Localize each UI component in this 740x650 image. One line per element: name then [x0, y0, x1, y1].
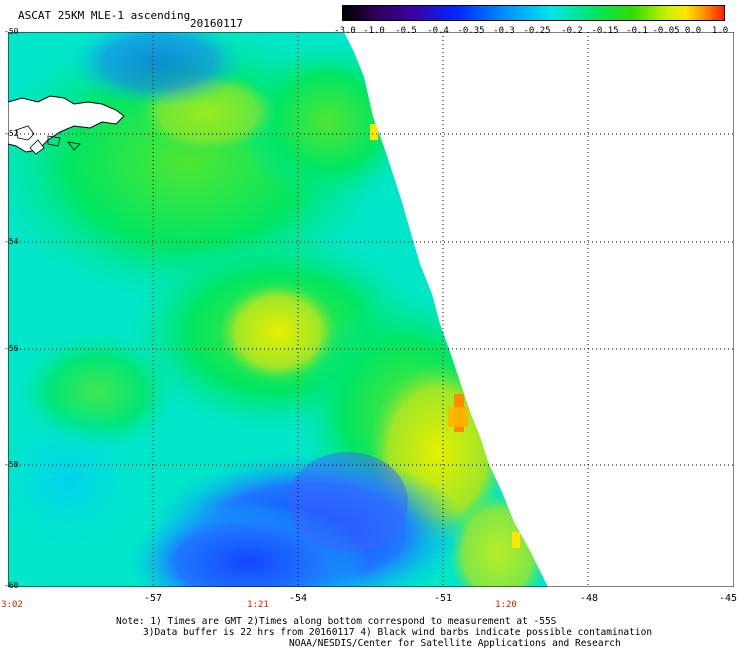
footnote-line: Note: 1) Times are GMT 2)Times along bot…	[116, 616, 557, 627]
lat-label: -60	[4, 581, 19, 590]
product-title: ASCAT 25KM MLE-1 ascending	[18, 9, 191, 22]
colorbar-label: -0.1	[626, 26, 648, 36]
lon-label: -51	[433, 593, 453, 604]
colorbar-label: -1.0	[363, 26, 385, 36]
land-mask	[8, 95, 125, 155]
colorbar-label: -0.5	[395, 26, 417, 36]
lat-label: -52	[4, 129, 19, 138]
credit-line: NOAA/NESDIS/Center for Satellite Applica…	[289, 638, 621, 649]
pass-time-label: 1:20	[495, 600, 517, 610]
lon-label: -48	[579, 593, 599, 604]
colorbar-label: -0.4	[427, 26, 449, 36]
colorbar-label: -0.3	[493, 26, 515, 36]
footnote-line: 3)Data buffer is 22 hrs from 20160117 4)…	[143, 627, 653, 638]
lon-label: -45	[718, 593, 738, 604]
lon-label: -54	[288, 593, 308, 604]
product-date: 20160117	[190, 17, 243, 30]
colorbar-label: 0.0	[684, 26, 702, 36]
colorbar	[342, 5, 725, 21]
pass-time-label: 1:21	[247, 600, 269, 610]
wind-map	[8, 32, 734, 587]
lat-label: -50	[4, 27, 19, 36]
colorbar-label: -0.25	[523, 26, 551, 36]
colorbar-label: -3.0	[334, 26, 356, 36]
graticule	[8, 32, 734, 587]
lat-label: -56	[4, 344, 19, 353]
colorbar-label: 1.0	[711, 26, 729, 36]
pass-time-label: 3:02	[1, 600, 23, 610]
lon-label: -57	[143, 593, 163, 604]
lat-label: -54	[4, 237, 19, 246]
colorbar-label: -0.35	[457, 26, 485, 36]
colorbar-label: -0.15	[591, 26, 619, 36]
colorbar-label: -0.2	[561, 26, 583, 36]
lat-label: -58	[4, 460, 19, 469]
colorbar-label: -0.05	[652, 26, 680, 36]
